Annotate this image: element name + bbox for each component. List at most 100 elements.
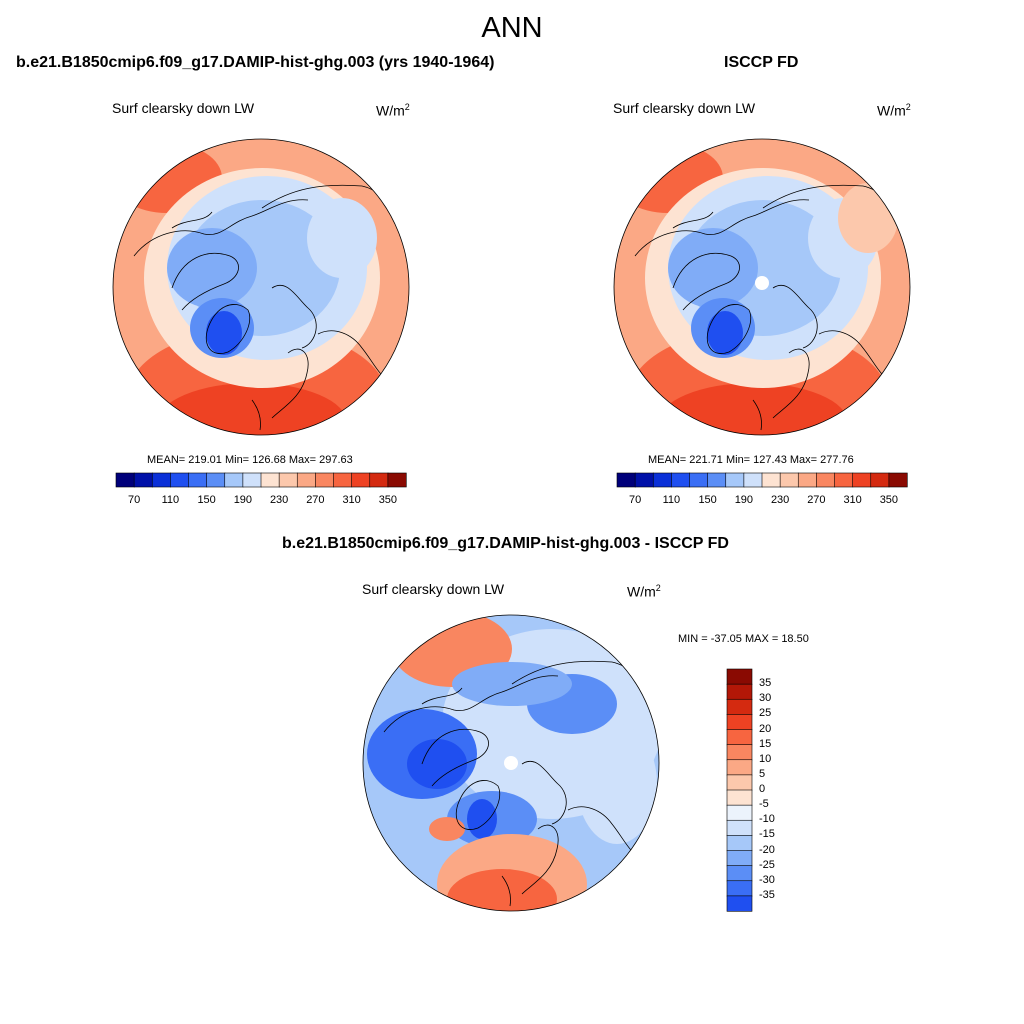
panel1-polar-map xyxy=(112,138,410,436)
colorbar-tick-label: 270 xyxy=(807,494,826,506)
colorbar-box xyxy=(725,472,745,488)
panel3-variable-label: Surf clearsky down LW xyxy=(362,581,505,597)
coastline xyxy=(672,211,714,229)
colorbar-box xyxy=(852,472,872,488)
colorbar-box xyxy=(726,759,753,776)
colorbar-box xyxy=(726,744,753,761)
colorbar-tick-label: 70 xyxy=(128,494,141,506)
coastline xyxy=(271,285,317,349)
panel1-variable-label: Surf clearsky down LW xyxy=(112,100,255,116)
colorbar-tick-label: 350 xyxy=(879,494,899,506)
coastline xyxy=(171,252,239,311)
colorbar-box xyxy=(151,472,171,488)
colorbar-tick-label: 230 xyxy=(770,494,790,506)
map-field xyxy=(614,139,910,435)
colorbar-box xyxy=(224,472,244,488)
colorbar-box xyxy=(726,804,753,821)
colorbar-tick-label: 270 xyxy=(306,494,325,506)
colorbar-tick-label: 0 xyxy=(759,783,766,795)
colorbar-tick-label: 15 xyxy=(759,737,772,750)
colorbar-box xyxy=(333,472,353,488)
colorbar-box xyxy=(726,835,753,852)
colorbar-box xyxy=(726,668,753,685)
panel2-colorbar xyxy=(616,472,908,488)
colorbar-tick-label: 310 xyxy=(342,494,361,506)
colorbar-box xyxy=(278,472,298,488)
colorbar-tick-label: 110 xyxy=(161,494,180,506)
colorbar-box xyxy=(726,729,753,746)
colorbar-tick-label: -20 xyxy=(759,843,775,856)
colorbar-box xyxy=(816,472,836,488)
coastline xyxy=(634,199,810,257)
colorbar-tick-label: 150 xyxy=(698,494,717,506)
panel3-polar-map xyxy=(362,614,660,912)
colorbar-box xyxy=(779,472,799,488)
coastline xyxy=(501,875,511,907)
map-field xyxy=(363,615,659,911)
colorbar-box xyxy=(726,789,753,806)
colorbar-box xyxy=(671,472,691,488)
colorbar-box xyxy=(870,472,890,488)
colorbar-tick-label: 25 xyxy=(759,707,772,720)
colorbar-tick-label: 30 xyxy=(759,692,772,705)
colorbar-box xyxy=(133,472,153,488)
colorbar-tick-label: -30 xyxy=(759,873,775,886)
panel2-title: ISCCP FD xyxy=(724,54,799,71)
colorbar-tick-label: 190 xyxy=(233,494,253,506)
colorbar-box xyxy=(616,472,636,488)
colorbar-box xyxy=(296,472,316,488)
colorbar-box xyxy=(888,472,908,488)
colorbar-box xyxy=(369,472,389,488)
coastline xyxy=(706,304,752,354)
colorbar-box xyxy=(115,472,135,488)
colorbar-box xyxy=(188,472,208,488)
coastline xyxy=(421,687,463,705)
coastline xyxy=(521,761,567,825)
colorbar-box xyxy=(260,472,280,488)
colorbar-box xyxy=(726,850,753,867)
colorbar-tick-label: 20 xyxy=(759,722,772,735)
colorbar-box xyxy=(726,895,753,912)
panel1-title: b.e21.B1850cmip6.f09_g17.DAMIP-hist-ghg.… xyxy=(16,54,495,71)
colorbar-box xyxy=(761,472,781,488)
colorbar-box xyxy=(387,472,407,488)
coastline xyxy=(421,728,489,787)
panel3-colorbar xyxy=(726,668,753,912)
colorbar-tick-label: 310 xyxy=(843,494,862,506)
colorbar-box xyxy=(726,774,753,791)
coastline xyxy=(133,199,309,257)
map-border xyxy=(362,614,660,912)
colorbar-box xyxy=(726,698,753,715)
panel3-title: b.e21.B1850cmip6.f09_g17.DAMIP-hist-ghg.… xyxy=(282,535,729,552)
coastline xyxy=(772,285,818,349)
colorbar-box xyxy=(834,472,854,488)
coastline xyxy=(271,348,309,419)
colorbar-tick-label: -15 xyxy=(759,828,775,841)
colorbar-tick-label: 190 xyxy=(734,494,754,506)
colorbar-box xyxy=(634,472,654,488)
colorbar-box xyxy=(351,472,371,488)
colorbar-box xyxy=(726,865,753,882)
panel2-variable-label: Surf clearsky down LW xyxy=(613,100,756,116)
colorbar-box xyxy=(170,472,190,488)
colorbar-tick-label: 35 xyxy=(759,677,772,690)
colorbar-box xyxy=(689,472,709,488)
coastline xyxy=(521,824,559,895)
colorbar-tick-label: 230 xyxy=(269,494,289,506)
colorbar-tick-label: 5 xyxy=(759,767,766,780)
colorbar-tick-label: 70 xyxy=(629,494,642,506)
colorbar-box xyxy=(726,880,753,897)
colorbar-tick-label: -10 xyxy=(759,813,775,826)
coastline xyxy=(251,399,261,431)
panel1-colorbar xyxy=(115,472,407,488)
panel1-stats: MEAN= 219.01 Min= 126.68 Max= 297.63 xyxy=(147,454,353,466)
colorbar-tick-label: 10 xyxy=(759,752,772,765)
pole-missing-data xyxy=(504,756,518,770)
colorbar-box xyxy=(206,472,226,488)
map-border xyxy=(112,138,410,436)
pole-missing-data xyxy=(755,276,769,290)
colorbar-tick-label: -25 xyxy=(759,858,775,871)
map-border xyxy=(613,138,911,436)
colorbar-tick-label: 350 xyxy=(378,494,398,506)
panel2-polar-map xyxy=(613,138,911,436)
